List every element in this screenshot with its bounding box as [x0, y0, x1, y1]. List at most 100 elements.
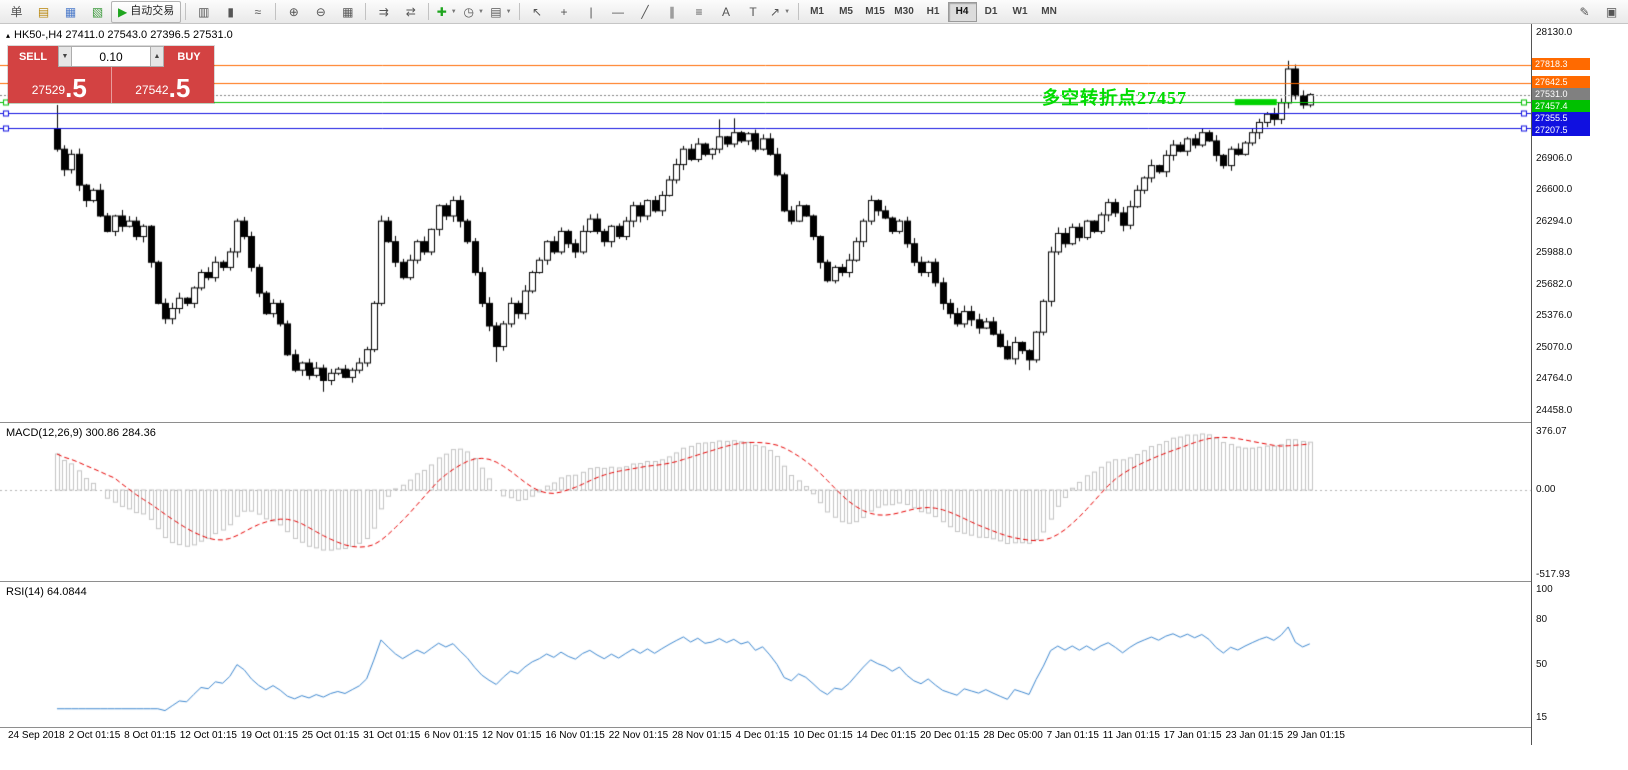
timeframe-w1-button[interactable]: W1 [1012, 6, 1028, 17]
rsi-axis-label: 100 [1536, 584, 1553, 595]
panel-separator[interactable] [0, 581, 1628, 582]
line-chart-icon[interactable]: ≈ [244, 1, 271, 23]
compose-icon[interactable]: ✎ [1571, 1, 1598, 23]
chart-ohlc-header: ▴ HK50-,H4 27411.0 27543.0 27396.5 27531… [6, 29, 233, 41]
macd-canvas[interactable] [0, 423, 1531, 581]
bar-chart-icon[interactable]: ▥ [190, 1, 217, 23]
horizontal-line-icon[interactable]: — [605, 1, 632, 23]
buy-button[interactable]: BUY [164, 46, 214, 67]
volume-decrease-button[interactable]: ▼ [58, 46, 72, 67]
sell-button[interactable]: SELL [8, 46, 58, 67]
timeframe-mn-button[interactable]: MN [1041, 6, 1057, 17]
time-axis-label: 22 Nov 01:15 [608, 730, 669, 741]
workspace-icon-glyph-icon: ▣ [1605, 4, 1618, 19]
price-axis-label: 24764.0 [1536, 373, 1573, 385]
horizontal-line-icon-glyph-icon: — [612, 4, 625, 19]
volume-input[interactable] [72, 46, 150, 67]
autotrading-glyph-icon: ▶ [118, 4, 128, 19]
price-tag: 27531.0 [1532, 88, 1590, 101]
timeframe-h4-button[interactable]: H4 [947, 1, 977, 22]
workspace-icon[interactable]: ▣ [1598, 1, 1625, 23]
price-chart-panel[interactable]: ▴ HK50-,H4 27411.0 27543.0 27396.5 27531… [0, 24, 1531, 422]
tile-windows-icon[interactable]: ▦ [334, 1, 361, 23]
sell-price-main: 27529 [31, 83, 66, 97]
rsi-panel[interactable]: RSI(14) 64.0844 [0, 582, 1531, 727]
timeframe-m30-button[interactable]: M30 [894, 6, 914, 17]
macd-axis-label: 0.00 [1536, 484, 1556, 495]
toolbar-separator [275, 3, 277, 20]
price-axis-label: 24458.0 [1536, 404, 1573, 416]
bar-chart-icon-glyph-icon: ▥ [198, 4, 210, 19]
volume-increase-button[interactable]: ▲ [150, 46, 164, 67]
compose-icon-glyph-icon: ✎ [1579, 4, 1590, 19]
price-tag: 27207.5 [1532, 124, 1590, 137]
timeframe-d1-button[interactable]: D1 [984, 6, 998, 17]
navigator-icon[interactable]: ▧ [84, 1, 111, 23]
chart-shift-icon[interactable]: ⇄ [397, 1, 424, 23]
rsi-canvas[interactable] [0, 582, 1531, 727]
chart-bottom-separator [0, 727, 1628, 728]
zoom-in-icon-glyph-icon: ⊕ [288, 4, 299, 19]
zoom-out-icon[interactable]: ⊖ [307, 1, 334, 23]
market-watch-icon[interactable]: ▤ [30, 1, 57, 23]
pivot-annotation: 多空转折点27457 [1042, 88, 1187, 108]
navigator-icon-glyph-icon: ▧ [91, 4, 104, 19]
fibonacci-icon[interactable]: ≡ [686, 1, 713, 23]
data-window-icon[interactable]: ▦ [57, 1, 84, 23]
autotrading-button[interactable]: ▶ 自动交易 [111, 0, 182, 23]
time-axis-label: 24 Sep 2018 [8, 730, 65, 741]
candlestick-chart-icon[interactable]: ▮ [217, 1, 244, 23]
timeframe-m15-button[interactable]: M15 [865, 6, 885, 17]
timeframe-h1-button[interactable]: H1 [926, 6, 940, 17]
trendline-icon[interactable]: ╱ [632, 1, 659, 23]
time-axis[interactable]: 24 Sep 2018 2 Oct 01:15 8 Oct 01:15 12 Oct … [0, 728, 1345, 744]
time-axis-label: 2 Oct 01:15 [68, 730, 121, 741]
tile-windows-icon-glyph-icon: ▦ [342, 4, 354, 19]
channel-icon[interactable]: ∥ [659, 1, 686, 23]
templates-icon[interactable]: ▤ ▼ [487, 1, 514, 23]
arrows-icon[interactable]: ↗ ▼ [767, 1, 794, 23]
time-axis-label: 19 Oct 01:15 [240, 730, 299, 741]
periods-icon[interactable]: ◷ ▼ [460, 1, 487, 23]
auto-scroll-icon[interactable]: ⇉ [370, 1, 397, 23]
crosshair-icon[interactable]: + [551, 1, 578, 23]
time-axis-label: 31 Oct 01:15 [363, 730, 421, 741]
time-axis-label: 8 Oct 01:15 [124, 730, 176, 741]
indicators-icon[interactable]: ✚ ▼ [433, 1, 460, 23]
market-watch-icon-glyph-icon: ▤ [37, 4, 50, 19]
sell-price[interactable]: 27529.5 [8, 67, 111, 103]
text-icon-glyph-icon: A [722, 4, 731, 19]
new-order-button[interactable]: 单 [3, 1, 30, 23]
buy-price-main: 27542 [135, 83, 169, 97]
templates-icon-glyph-icon: ▤ [490, 4, 502, 19]
zoom-in-icon[interactable]: ⊕ [280, 1, 307, 23]
dropdown-arrow-icon: ▼ [505, 8, 512, 15]
macd-panel[interactable]: MACD(12,26,9) 300.86 284.36 [0, 423, 1531, 581]
text-icon[interactable]: A [713, 1, 740, 23]
timeframe-m1-button[interactable]: M1 [810, 6, 824, 17]
sell-price-pips: .5 [65, 72, 87, 103]
candlestick-chart-icon-glyph-icon: ▮ [227, 4, 235, 19]
price-tag: 27355.5 [1532, 112, 1590, 125]
time-axis-label: 10 Dec 01:15 [793, 730, 853, 741]
timeframe-m5-button[interactable]: M5 [839, 6, 853, 17]
zoom-out-icon-glyph-icon: ⊖ [315, 4, 326, 19]
price-axis-label: 26906.0 [1536, 152, 1573, 164]
price-scale[interactable]: 28130.0 26906.0 26600.0 26294.0 25988.0 25682… [1532, 24, 1628, 745]
panel-separator[interactable] [0, 422, 1628, 423]
time-axis-label: 28 Nov 01:15 [672, 730, 732, 741]
toolbar-separator [365, 3, 367, 20]
candlestick-chart-canvas[interactable] [0, 24, 1531, 422]
dropdown-arrow-icon: ▼ [478, 8, 484, 15]
cursor-icon[interactable]: ↖ [524, 1, 551, 23]
one-click-trading-widget: SELL ▼ ▲ BUY 27529.5 27542.5 [8, 46, 214, 103]
buy-price[interactable]: 27542.5 [110, 67, 215, 103]
price-axis-label: 28130.0 [1536, 27, 1573, 38]
rsi-axis-label: 50 [1536, 659, 1548, 671]
rsi-header: RSI(14) 64.0844 [6, 586, 87, 598]
chart-marker-icon: ▴ [6, 30, 11, 40]
label-icon[interactable]: T [740, 1, 767, 23]
vertical-line-icon[interactable]: | [578, 1, 605, 23]
top-toolbar: 单 ▤ ▦ ▧ ▶ 自动交易 ▥ ▮ ≈ ⊕ ⊖ ▦ ⇉ ⇄ ✚ ▼ ◷ ▼ ▤ ▼ ↖ + | — ╱ ∥ ≡ A T ↗ ▼ M1 M5 M1… [0, 0, 1628, 24]
